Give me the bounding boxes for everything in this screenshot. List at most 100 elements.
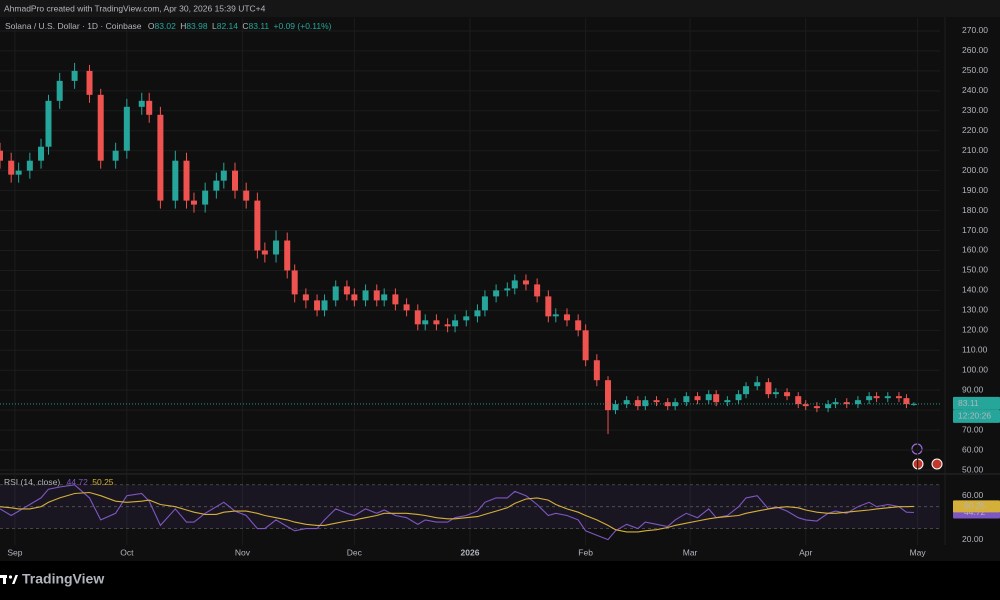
x-tick-label: Sep	[7, 547, 22, 557]
candle-body	[843, 402, 850, 405]
candle-body	[172, 160, 179, 201]
x-tick-label: Oct	[120, 547, 134, 557]
candle-body	[884, 396, 891, 399]
ohlc-value: 82.14	[217, 21, 239, 31]
candle-body	[403, 304, 410, 311]
candle-body	[157, 114, 164, 201]
ohlc-label: H	[180, 21, 186, 31]
candle-body	[138, 100, 145, 107]
candle-body	[910, 403, 917, 405]
footer-bar	[0, 561, 1000, 600]
x-tick-label: Dec	[347, 547, 363, 557]
symbol-title: Solana / U.S. Dollar · 1D · Coinbase	[5, 21, 142, 31]
candle-body	[593, 360, 600, 381]
y-tick-label: 60.00	[962, 490, 984, 500]
candle-body	[146, 100, 153, 115]
candle-body	[873, 396, 880, 399]
candle-body	[444, 324, 451, 327]
candle-body	[220, 170, 227, 181]
candle-body	[612, 404, 619, 411]
brand-name: TradingView	[22, 571, 104, 587]
y-tick-label: 200.00	[962, 165, 988, 175]
candle-body	[15, 170, 22, 175]
header-bar	[0, 0, 1000, 17]
candle-body	[664, 402, 671, 407]
candle-body	[705, 394, 712, 401]
candle-body	[56, 80, 63, 101]
y-tick-label: 260.00	[962, 45, 988, 55]
candle-body	[232, 170, 238, 191]
candle-body	[97, 94, 104, 161]
x-tick-label: Feb	[578, 547, 593, 557]
candle-body	[463, 316, 470, 321]
candle-body	[493, 290, 500, 297]
y-tick-label: 240.00	[962, 85, 988, 95]
candle-body	[832, 402, 839, 405]
candle-body	[772, 392, 779, 395]
candle-body	[254, 200, 261, 251]
ohlc-value: 83.02	[155, 21, 177, 31]
candle-body	[765, 382, 772, 395]
y-tick-label: 270.00	[962, 25, 988, 35]
candle-body	[302, 294, 309, 301]
marks	[0, 62, 940, 541]
candle-body	[26, 160, 33, 171]
ohlc-value: 83.98	[186, 21, 208, 31]
event-icon	[931, 458, 943, 470]
brand-logo	[0, 575, 18, 584]
y-tick-label: 90.00	[962, 384, 984, 394]
candle-body	[605, 380, 612, 411]
candle-body	[0, 150, 3, 161]
header-text: AhmadPro created with TradingView.com, A…	[4, 3, 266, 13]
candle-body	[642, 400, 649, 407]
indicator-title: RSI (14, close)	[4, 477, 60, 487]
candle-body	[854, 400, 861, 405]
ohlc-value: 83.11	[249, 21, 270, 31]
y-tick-label: 110.00	[962, 345, 988, 355]
candle-body	[634, 400, 641, 407]
y-tick-label: 250.00	[962, 65, 988, 75]
indicator-legend: RSI (14, close) 44.72 50.25	[4, 477, 114, 487]
axis-labels: Sep Oct Nov Dec 2026 Feb Mar Apr May 50.00 60.00 70…	[7, 25, 1000, 557]
candle-body	[261, 250, 268, 255]
logo-shape	[8, 575, 13, 579]
candle-body	[504, 288, 511, 291]
candle-body	[474, 310, 481, 317]
countdown-box	[953, 409, 1000, 423]
ohlc-label: L	[212, 21, 217, 31]
change-value: +0.09 (+0.11%)	[274, 21, 332, 31]
candle-body	[694, 396, 701, 401]
grid	[0, 18, 940, 545]
y-tick-label: 190.00	[962, 185, 988, 195]
candle-body	[45, 100, 52, 147]
indicator-value: 44.72	[67, 477, 89, 487]
candle-body	[552, 314, 559, 317]
candle-body	[713, 394, 720, 403]
y-tick-label: 150.00	[962, 265, 988, 275]
y-tick-label: 130.00	[962, 305, 988, 315]
candle-body	[362, 290, 369, 301]
candle-body	[825, 404, 832, 409]
candle-body	[314, 300, 321, 311]
candle-body	[381, 294, 388, 301]
indicator-value-label: 50.25	[964, 501, 986, 511]
y-tick-label: 20.00	[962, 534, 984, 544]
candle-body	[683, 396, 690, 403]
candle-body	[291, 270, 298, 295]
candle-body	[481, 296, 488, 311]
candle-body	[190, 200, 197, 205]
y-tick-label: 210.00	[962, 145, 988, 155]
candle-body	[351, 294, 358, 301]
candle-body	[373, 290, 380, 301]
price-label-box	[953, 396, 1000, 410]
candle-body	[545, 296, 552, 317]
candle-body	[392, 294, 399, 305]
x-tick-label: Apr	[799, 547, 812, 557]
candle-body	[575, 320, 582, 331]
candle-body	[202, 190, 209, 205]
candle-body	[743, 386, 750, 395]
candle-body	[8, 160, 15, 175]
candle-body	[321, 300, 328, 311]
